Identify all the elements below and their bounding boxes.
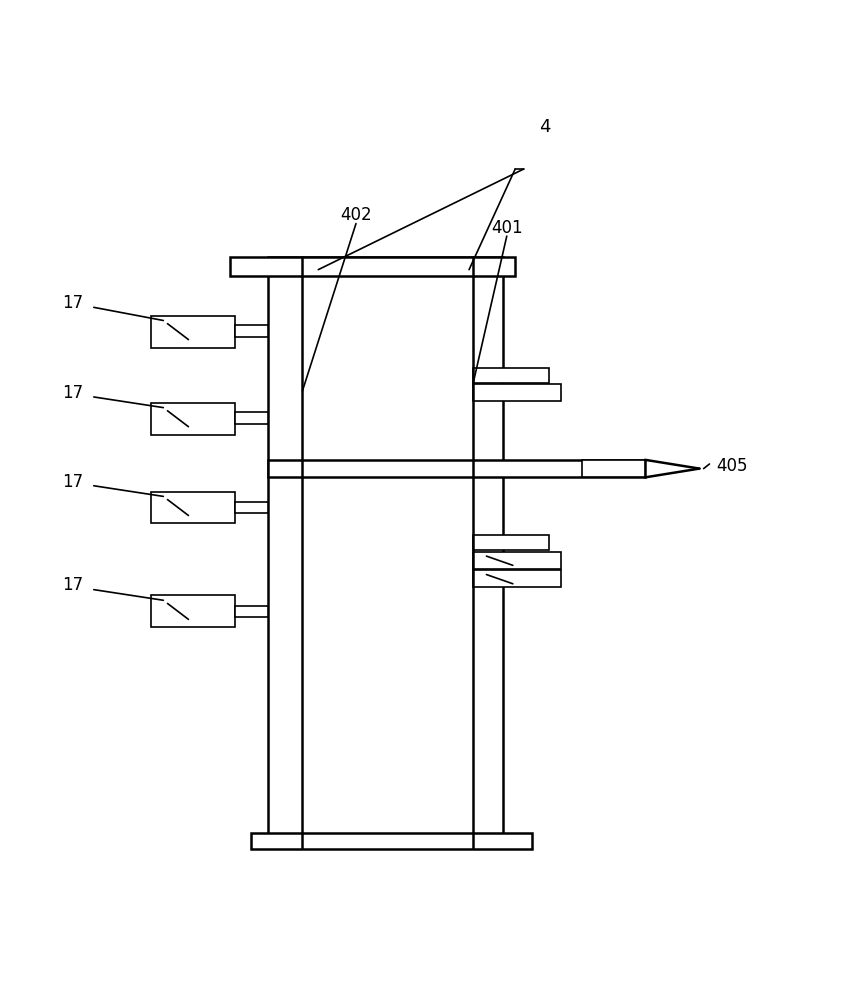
Bar (151, 595, 234, 627)
Text: 405: 405 (717, 457, 748, 475)
Text: 17: 17 (63, 576, 84, 594)
Bar (582, 460, 645, 477)
Bar (473, 552, 561, 569)
Bar (151, 403, 234, 435)
Bar (473, 384, 561, 401)
Text: 402: 402 (340, 206, 371, 224)
Bar (151, 316, 234, 348)
Text: 17: 17 (63, 294, 84, 312)
Text: 17: 17 (63, 384, 84, 402)
Bar (268, 257, 503, 848)
Bar (234, 325, 268, 337)
Bar (230, 257, 515, 276)
Bar (151, 492, 234, 523)
Bar (234, 502, 268, 513)
Bar (473, 570, 561, 587)
Text: 401: 401 (491, 219, 523, 237)
Text: 17: 17 (63, 473, 84, 491)
Bar (473, 368, 549, 383)
Bar (251, 833, 532, 849)
Bar (473, 535, 549, 550)
Bar (234, 412, 268, 424)
Bar (234, 606, 268, 617)
Bar (268, 460, 645, 477)
Text: 4: 4 (539, 118, 550, 136)
